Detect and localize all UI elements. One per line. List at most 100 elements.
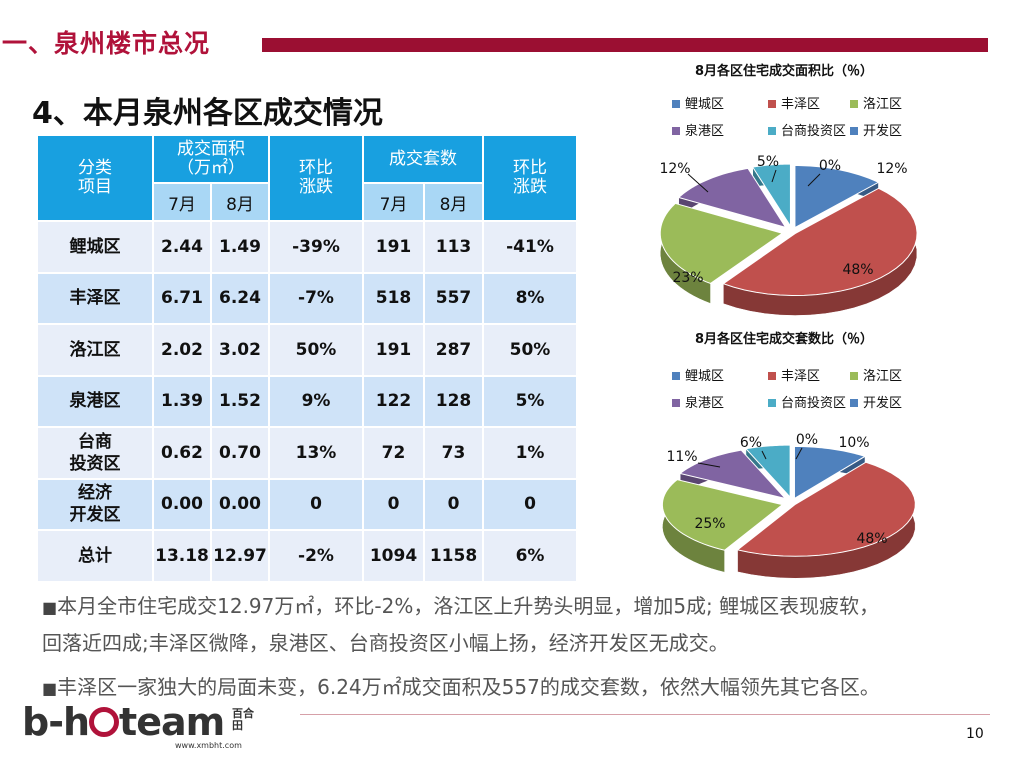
legend-item: 鲤城区 xyxy=(672,93,724,112)
legend-label: 开发区 xyxy=(863,124,903,139)
cell-units-jul: 122 xyxy=(362,374,425,428)
legend-label: 开发区 xyxy=(863,396,903,411)
cell-area-jul: 2.02 xyxy=(152,323,212,377)
pie-leader-line xyxy=(687,173,709,193)
section-title: 一、泉州楼市总况 xyxy=(2,29,211,58)
legend-swatch xyxy=(768,99,776,108)
cell-area-aug: 1.52 xyxy=(210,374,270,428)
cell-area-chg: 13% xyxy=(268,426,364,480)
legend-item: 丰泽区 xyxy=(768,365,820,384)
cell-units-aug: 0 xyxy=(423,477,484,531)
legend-item: 洛江区 xyxy=(850,365,902,384)
pie-leader-line xyxy=(795,447,803,460)
legend-item: 洛江区 xyxy=(850,93,902,112)
bullet-1-line-1: ■本月全市住宅成交12.97万㎡，环比-2%，洛江区上升势头明显，增加5成; 鲤… xyxy=(42,594,880,618)
legend-label: 泉港区 xyxy=(685,124,725,139)
pie-slice xyxy=(659,202,784,285)
legend-label: 台商投资区 xyxy=(781,396,847,411)
row-district-name: 洛江区 xyxy=(36,323,154,377)
pie-slice xyxy=(794,165,880,229)
logo-url: www.xmbht.com xyxy=(175,741,242,750)
pie-slice xyxy=(744,444,791,499)
pie-data-label: 12% xyxy=(876,161,907,177)
bullet-square-icon: ■ xyxy=(42,598,58,617)
cell-area-jul: 13.18 xyxy=(152,529,212,583)
cell-units-aug: 287 xyxy=(423,323,484,377)
pie-leader-line xyxy=(697,462,721,468)
cell-units-aug: 113 xyxy=(423,220,484,274)
row-district-name: 泉港区 xyxy=(36,374,154,428)
legend-swatch xyxy=(768,371,776,380)
logo-chinese: 百合田 xyxy=(232,707,254,732)
cell-units-jul: 72 xyxy=(362,426,425,480)
pie-slice xyxy=(677,167,787,229)
pie-slice xyxy=(793,445,867,500)
company-logo: b-h team xyxy=(22,700,225,744)
chart-1-title: 8月各区住宅成交面积比（％） xyxy=(695,64,874,79)
pie-leader-line xyxy=(761,450,767,460)
cell-units-chg: 8% xyxy=(482,271,578,325)
legend-swatch xyxy=(672,99,680,108)
cell-units-chg: 50% xyxy=(482,323,578,377)
row-district-name: 总计 xyxy=(36,529,154,583)
header-units: 成交套数 xyxy=(362,134,484,184)
cell-units-jul: 0 xyxy=(362,477,425,531)
bullet-1-line-2: 回落近四成;丰泽区微降，泉港区、台商投资区小幅上扬，经济开发区无成交。 xyxy=(42,631,729,655)
cell-area-chg: -2% xyxy=(268,529,364,583)
cell-area-jul: 2.44 xyxy=(152,220,212,274)
legend-item: 泉港区 xyxy=(672,392,724,411)
chart-2-title: 8月各区住宅成交套数比（％） xyxy=(695,332,874,347)
legend-label: 泉港区 xyxy=(685,396,725,411)
cell-area-chg: 50% xyxy=(268,323,364,377)
legend-item: 台商投资区 xyxy=(768,392,846,411)
legend-swatch xyxy=(672,398,680,407)
row-district-name: 鲤城区 xyxy=(36,220,154,274)
cell-units-jul: 518 xyxy=(362,271,425,325)
legend-swatch xyxy=(672,126,680,135)
pie-slice xyxy=(736,461,916,557)
cell-area-jul: 1.39 xyxy=(152,374,212,428)
header-units-aug: 8月 xyxy=(423,182,484,222)
table-row: 台商 投资区 0.62 0.70 13% 72 73 1% xyxy=(36,426,578,480)
cell-area-aug: 1.49 xyxy=(210,220,270,274)
table-row: 鲤城区 2.44 1.49 -39% 191 113 -41% xyxy=(36,220,578,274)
legend-item: 丰泽区 xyxy=(768,93,820,112)
pie-slice xyxy=(722,187,918,297)
legend-swatch xyxy=(850,398,858,407)
footer-divider xyxy=(300,714,990,715)
cell-area-aug: 6.24 xyxy=(210,271,270,325)
pie-data-label: 5% xyxy=(757,154,779,170)
pie-leader-line xyxy=(807,173,821,187)
legend-label: 洛江区 xyxy=(863,97,903,112)
cell-area-chg: 0 xyxy=(268,477,364,531)
cell-area-aug: 3.02 xyxy=(210,323,270,377)
cell-area-aug: 0.00 xyxy=(210,477,270,531)
legend-label: 丰泽区 xyxy=(781,97,821,112)
header-units-jul: 7月 xyxy=(362,182,425,222)
chart-2-pie: 10% 48% 25% 11% 6% 0% xyxy=(661,432,916,579)
pie-data-label: 6% xyxy=(740,435,762,451)
cell-units-jul: 191 xyxy=(362,220,425,274)
cell-area-aug: 12.97 xyxy=(210,529,270,583)
legend-label: 洛江区 xyxy=(863,369,903,384)
cell-area-jul: 0.62 xyxy=(152,426,212,480)
cell-units-aug: 73 xyxy=(423,426,484,480)
legend-label: 丰泽区 xyxy=(781,369,821,384)
legend-swatch xyxy=(850,371,858,380)
legend-label: 鲤城区 xyxy=(685,369,725,384)
header-area-change: 环比 涨跌 xyxy=(268,134,364,222)
cell-units-jul: 1094 xyxy=(362,529,425,583)
pie-data-label: 48% xyxy=(856,531,887,547)
page-number: 10 xyxy=(966,726,984,742)
cell-area-aug: 0.70 xyxy=(210,426,270,480)
cell-units-chg: 6% xyxy=(482,529,578,583)
pie-slice xyxy=(679,449,787,500)
pie-data-label: 10% xyxy=(838,435,869,451)
pie-data-label: 0% xyxy=(819,158,841,174)
header-category: 分类 项目 xyxy=(36,134,154,222)
pie-data-label: 25% xyxy=(694,516,725,532)
district-transaction-table: 分类 项目 成交面积 （万㎡） 环比 涨跌 成交套数 环比 涨跌 7月 8月 7… xyxy=(36,134,578,583)
header-units-change: 环比 涨跌 xyxy=(482,134,578,222)
cell-units-chg: 0 xyxy=(482,477,578,531)
header-area-aug: 8月 xyxy=(210,182,270,222)
